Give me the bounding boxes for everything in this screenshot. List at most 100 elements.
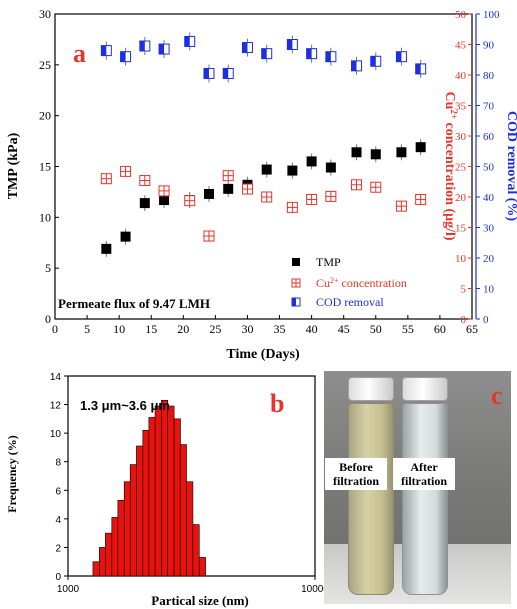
chart-b: 0 2 4 6 8 10 12 14 1000 10000 1.3 μm~3.6 μm b Pa… — [5, 372, 329, 608]
histogram-bar — [117, 499, 125, 577]
histogram-bar — [105, 532, 113, 577]
vial-after-filtration — [402, 403, 448, 595]
chart-b-xlabel: Partical size (nm) — [151, 593, 248, 608]
histogram-bar — [167, 405, 175, 577]
filtration-photo: Before filtration After filtration c — [324, 371, 511, 604]
histogram-bar — [111, 517, 119, 577]
point-right2 — [158, 40, 170, 59]
point-right1 — [203, 230, 215, 242]
point-left — [139, 195, 150, 212]
chart-a-cu-axis: 0 5 10 15 20 25 30 35 40 45 50 — [455, 9, 472, 326]
point-left — [287, 162, 298, 179]
panel-letter-c: c — [491, 381, 503, 410]
cu-tick-label: 50 — [455, 9, 467, 21]
cod-tick-label: 40 — [483, 192, 495, 204]
x-tick-label: 65 — [466, 322, 478, 336]
point-right2 — [203, 64, 215, 83]
point-right2 — [370, 52, 382, 71]
point-left — [370, 146, 381, 163]
x-tick-label: 0 — [52, 322, 58, 336]
chart-b-bars — [92, 399, 206, 577]
point-right1 — [222, 170, 234, 182]
legend-cod-marker — [291, 297, 301, 307]
point-right1 — [286, 201, 298, 213]
chart-a-left-ylabel: TMP (kPa) — [6, 132, 21, 199]
chart-b-x-axis: 1000 10000 — [57, 576, 329, 595]
left-tick-label: 30 — [39, 7, 51, 21]
legend-cu-marker — [291, 278, 301, 288]
point-right2 — [241, 38, 253, 57]
x-tick-label: 55 — [402, 322, 414, 336]
vial-before-filtration — [348, 403, 394, 595]
point-right1 — [158, 185, 170, 197]
point-right1 — [351, 179, 363, 191]
cu-tick-label: 30 — [455, 131, 467, 143]
vial-cap-before — [348, 377, 394, 401]
panel-letter-a: a — [73, 39, 86, 68]
b-y-tick-label: 14 — [50, 372, 62, 383]
point-right2 — [139, 37, 151, 56]
cod-tick-label: 0 — [483, 314, 489, 326]
left-tick-label: 20 — [39, 109, 51, 123]
point-right2 — [222, 64, 234, 83]
x-tick-label: 10 — [113, 322, 125, 336]
cod-tick-label: 80 — [483, 70, 495, 82]
cu-tick-label: 15 — [455, 223, 467, 235]
point-left — [261, 161, 272, 178]
histogram-bar — [179, 444, 187, 577]
histogram-bar — [148, 417, 156, 577]
x-tick-label: 40 — [306, 322, 318, 336]
chart-a-cod-ylabel: COD removal (%) — [504, 111, 517, 221]
point-left — [351, 144, 362, 161]
x-tick-label: 15 — [145, 322, 157, 336]
point-left — [120, 228, 131, 245]
point-right1 — [306, 193, 318, 205]
histogram-bar — [154, 405, 162, 577]
left-tick-label: 5 — [45, 261, 51, 275]
point-right1 — [415, 193, 427, 205]
cod-tick-label: 30 — [483, 223, 495, 235]
left-tick-label: 15 — [39, 160, 51, 174]
cu-tick-label: 35 — [455, 101, 467, 113]
b-y-tick-label: 8 — [55, 458, 61, 469]
point-left — [415, 139, 426, 156]
chart-a-annotation: Permeate flux of 9.47 LMH — [58, 296, 210, 311]
b-x-tick-label: 10000 — [301, 584, 329, 595]
point-right2 — [395, 47, 407, 66]
point-right2 — [286, 35, 298, 54]
b-y-tick-label: 12 — [50, 401, 62, 412]
legend-cu-label: Cu2+ concentration — [316, 276, 407, 291]
x-tick-label: 5 — [84, 322, 90, 336]
point-right2 — [325, 47, 337, 66]
point-right2 — [415, 59, 427, 78]
label-before-line1: Before — [339, 460, 373, 474]
cod-tick-label: 10 — [483, 284, 495, 296]
point-left — [306, 153, 317, 170]
cod-tick-label: 90 — [483, 40, 495, 52]
chart-b-ylabel: Frequency (%) — [5, 435, 19, 512]
point-left — [223, 180, 234, 197]
point-left — [325, 159, 336, 176]
vial-cap-after — [402, 377, 448, 401]
cu-tick-label: 25 — [455, 162, 467, 174]
cu-tick-label: 40 — [455, 70, 467, 82]
point-right1 — [261, 191, 273, 203]
b-y-tick-label: 2 — [55, 543, 61, 554]
b-y-tick-label: 4 — [55, 515, 61, 526]
chart-b-annotation: 1.3 μm~3.6 μm — [80, 398, 170, 413]
x-tick-label: 60 — [434, 322, 446, 336]
point-right1 — [120, 165, 132, 177]
point-right1 — [395, 200, 407, 212]
x-tick-label: 45 — [338, 322, 350, 336]
chart-a-legend: TMP Cu2+ concentration COD removal — [291, 255, 407, 309]
point-right2 — [184, 32, 196, 51]
histogram-bar — [161, 399, 169, 577]
point-left — [396, 144, 407, 161]
point-left — [101, 240, 112, 257]
label-before-filtration: Before filtration — [325, 458, 387, 490]
histogram-bar — [198, 557, 206, 577]
cod-tick-label: 100 — [483, 9, 500, 21]
chart-a-xlabel: Time (Days) — [226, 347, 300, 362]
left-tick-label: 0 — [45, 312, 51, 326]
point-right1 — [100, 173, 112, 185]
